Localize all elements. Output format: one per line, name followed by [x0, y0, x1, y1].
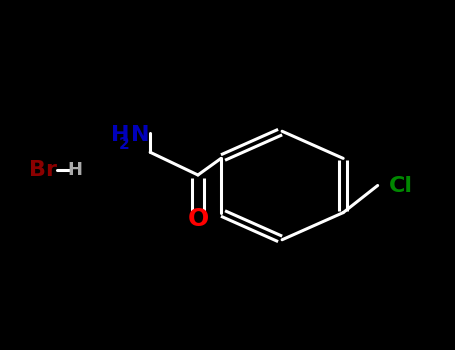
Text: Cl: Cl	[389, 175, 413, 196]
Text: H: H	[68, 161, 82, 179]
Text: 2: 2	[119, 137, 130, 152]
Text: Br: Br	[29, 160, 57, 180]
Text: N: N	[131, 125, 149, 145]
Text: H: H	[111, 125, 130, 145]
Text: O: O	[187, 207, 208, 231]
